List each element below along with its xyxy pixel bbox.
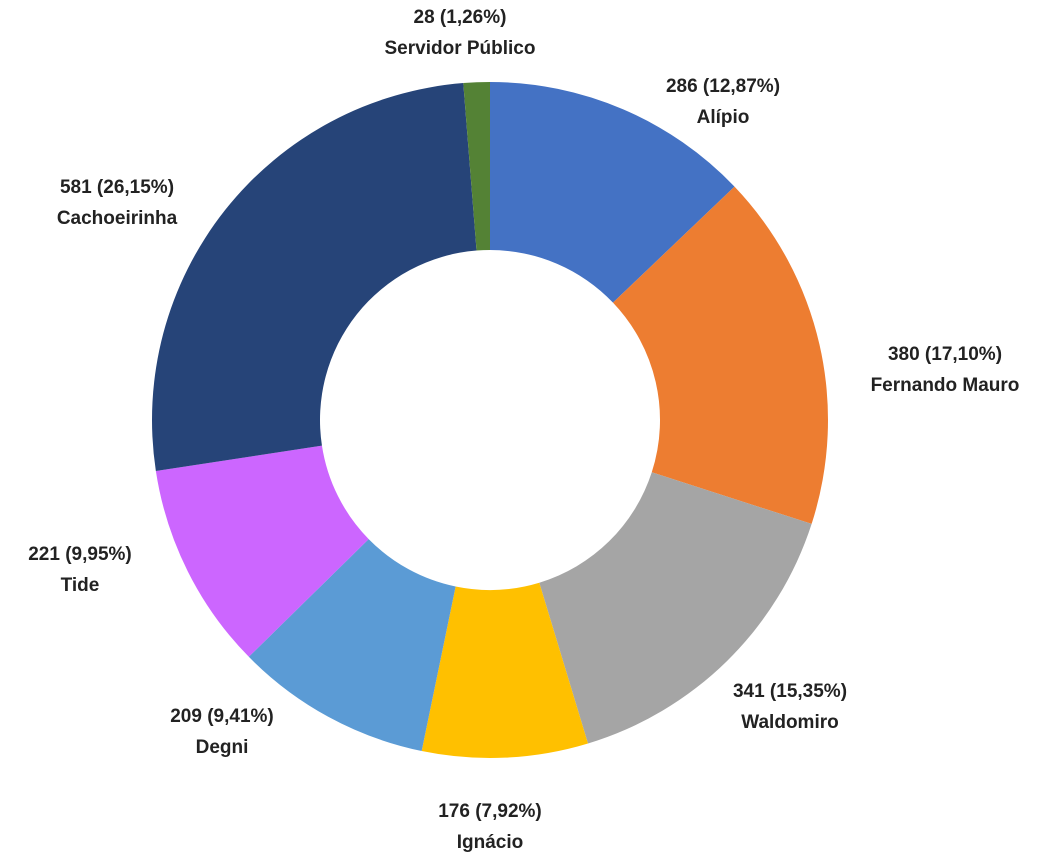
donut-slice bbox=[421, 582, 588, 758]
donut-slice bbox=[539, 472, 812, 744]
category-label: Waldomiro bbox=[741, 712, 838, 733]
data-label: 209 (9,41%) bbox=[170, 706, 274, 727]
category-label: Alípio bbox=[697, 107, 750, 128]
category-label: Ignácio bbox=[457, 832, 524, 853]
data-label: 176 (7,92%) bbox=[438, 801, 542, 822]
category-label: Fernando Mauro bbox=[871, 375, 1020, 396]
data-label: 221 (9,95%) bbox=[28, 544, 132, 565]
donut-slice bbox=[155, 445, 369, 657]
category-label: Degni bbox=[196, 737, 249, 758]
category-label: Cachoeirinha bbox=[57, 208, 178, 229]
donut-slice bbox=[463, 82, 490, 251]
data-label: 581 (26,15%) bbox=[60, 177, 174, 198]
donut-slice bbox=[490, 82, 735, 303]
data-label: 380 (17,10%) bbox=[888, 344, 1002, 365]
donut-slice bbox=[151, 83, 477, 471]
donut-slice bbox=[248, 539, 456, 752]
data-label: 28 (1,26%) bbox=[414, 7, 507, 28]
donut-slice bbox=[612, 186, 828, 524]
category-label: Tide bbox=[61, 575, 100, 596]
category-label: Servidor Público bbox=[385, 38, 536, 59]
data-label: 341 (15,35%) bbox=[733, 681, 847, 702]
data-label: 286 (12,87%) bbox=[666, 76, 780, 97]
